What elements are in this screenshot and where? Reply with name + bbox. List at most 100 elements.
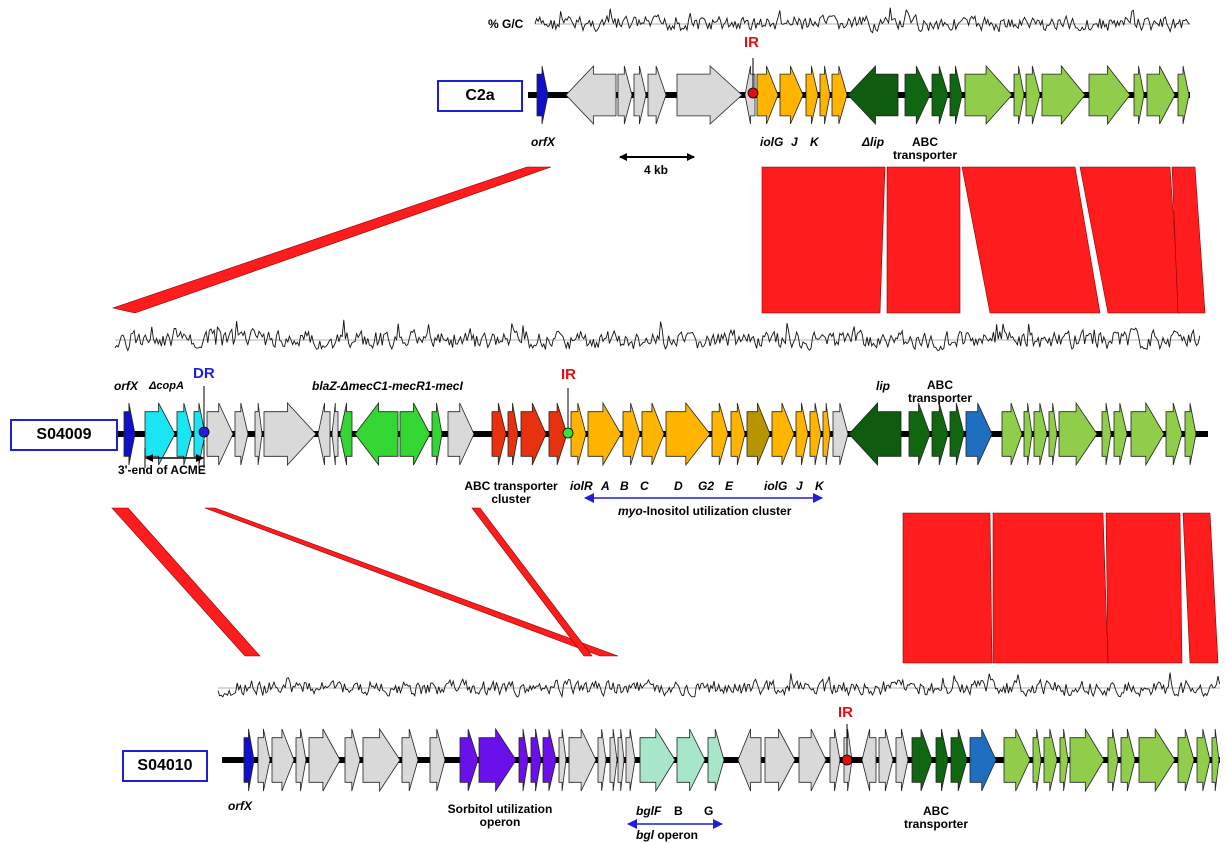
gene-arrow — [271, 728, 295, 792]
gene-arrow — [1001, 402, 1023, 466]
iolc-label: C — [640, 479, 649, 493]
gene-arrow — [1120, 728, 1136, 792]
ir-label-s04010: IR — [838, 704, 853, 721]
gene-arrow — [568, 728, 597, 792]
homology-band — [961, 166, 1101, 314]
gene-arrow — [949, 65, 963, 125]
gene-arrow — [1146, 65, 1176, 125]
homology-band — [886, 166, 961, 314]
gene-arrow — [295, 728, 307, 792]
gene-arrow — [746, 402, 771, 466]
gene-arrow — [633, 65, 647, 125]
gene-arrow — [1003, 728, 1031, 792]
gene-arrow — [935, 728, 949, 792]
gene-arrow — [507, 402, 519, 466]
gene-arrow — [822, 402, 831, 466]
gene-arrow — [647, 65, 667, 125]
gene-arrow — [1101, 402, 1112, 466]
gene-arrow — [548, 402, 568, 466]
homology-band — [471, 507, 593, 657]
gene-arrow — [617, 728, 625, 792]
gene-arrow — [565, 64, 617, 126]
ir-marker-c2a — [747, 87, 759, 99]
gene-arrow — [429, 728, 446, 792]
gene-arrow — [257, 728, 271, 792]
gene-arrow — [331, 402, 339, 466]
iolr-label: iolR — [570, 479, 593, 493]
gene-arrow — [622, 402, 641, 466]
gene-arrow — [904, 65, 931, 125]
ir-label-c2a: IR — [744, 34, 759, 51]
gene-arrow — [1196, 728, 1211, 792]
gene-arrow — [234, 402, 249, 466]
gene-arrow — [530, 728, 542, 792]
gc-trace — [534, 7, 1190, 34]
abc-transporter-label-s04009: ABC transporter — [907, 378, 972, 405]
gene-arrow — [518, 728, 529, 792]
orfx-label-s04010: orfX — [228, 799, 252, 813]
gene-arrow — [639, 727, 676, 793]
gene-arrow — [431, 402, 443, 466]
j-label-c2a: J — [791, 135, 798, 149]
bgl-operon-label: bgl operon — [636, 829, 698, 842]
homology-band — [902, 512, 993, 664]
gene-arrow — [1069, 727, 1105, 793]
gene-arrow — [764, 728, 796, 792]
gene-arrow — [861, 728, 877, 792]
gene-arrow — [144, 402, 176, 466]
bla-mec-label-s04009: blaZ-ΔmecC1-mecR1-mecI — [312, 379, 463, 393]
myo-inositol-cluster-label: myo-Inositol utilization cluster — [618, 505, 791, 518]
gene-arrow — [832, 402, 849, 466]
gene-arrow — [308, 728, 341, 792]
gene-arrow — [1023, 402, 1033, 466]
gene-arrow — [362, 727, 401, 793]
genome-label-c2a: C2a — [437, 80, 523, 112]
gene-arrow — [1211, 728, 1220, 792]
gene-arrow — [609, 728, 618, 792]
gene-arrow — [520, 402, 547, 466]
gene-arrow — [447, 402, 475, 466]
gene-arrow — [965, 402, 993, 466]
sorbitol-operon-label: Sorbitol utilization operon — [447, 802, 553, 829]
gc-content-tracks — [114, 7, 1221, 699]
gene-arrow — [317, 402, 331, 466]
gene-arrow — [617, 65, 633, 125]
dlip-label-c2a: Δlip — [862, 135, 885, 149]
acme-label-s04009: 3'-end of ACME — [118, 463, 206, 477]
gene-arrow — [641, 402, 665, 466]
gene-arrow — [969, 728, 997, 792]
bglb-label: B — [674, 804, 683, 818]
gene-arrow — [665, 401, 711, 467]
dcopa-label-s04009: ΔcopA — [149, 380, 184, 392]
gene-arrow — [1138, 727, 1176, 793]
gene-arrow — [459, 728, 479, 792]
scale-bar-label: 4 kb — [644, 163, 669, 177]
gene-arrow — [597, 728, 607, 792]
myo-prefix: myo — [618, 504, 643, 518]
gene-arrow — [895, 728, 909, 792]
gc-content-label: % G/C — [488, 17, 524, 31]
genome-label-s04009: S04009 — [10, 419, 118, 451]
gene-arrow — [878, 728, 894, 792]
gene-arrow — [1033, 402, 1048, 466]
gene-arrow — [399, 402, 431, 466]
genome-label-s04010: S04010 — [122, 750, 208, 782]
gene-arrow — [1177, 728, 1195, 792]
homology-band — [761, 166, 886, 314]
gene-arrow — [949, 402, 965, 466]
gene-arrow — [1184, 402, 1197, 466]
homology-band — [111, 507, 261, 657]
gene-arrow — [570, 402, 587, 466]
gene-arrow — [401, 728, 419, 792]
homology-bands — [111, 166, 1219, 664]
gene-arrow — [1107, 728, 1119, 792]
bgl-prefix: bgl — [636, 828, 654, 842]
gene-arrow — [737, 728, 762, 792]
homology-band — [1105, 512, 1183, 664]
gene-arrow — [1032, 728, 1042, 792]
iola-label: A — [601, 479, 610, 493]
abc-transporter-label-c2a: ABC transporter — [892, 135, 957, 162]
gene-arrow — [243, 728, 255, 792]
gene-arrow — [908, 402, 931, 466]
